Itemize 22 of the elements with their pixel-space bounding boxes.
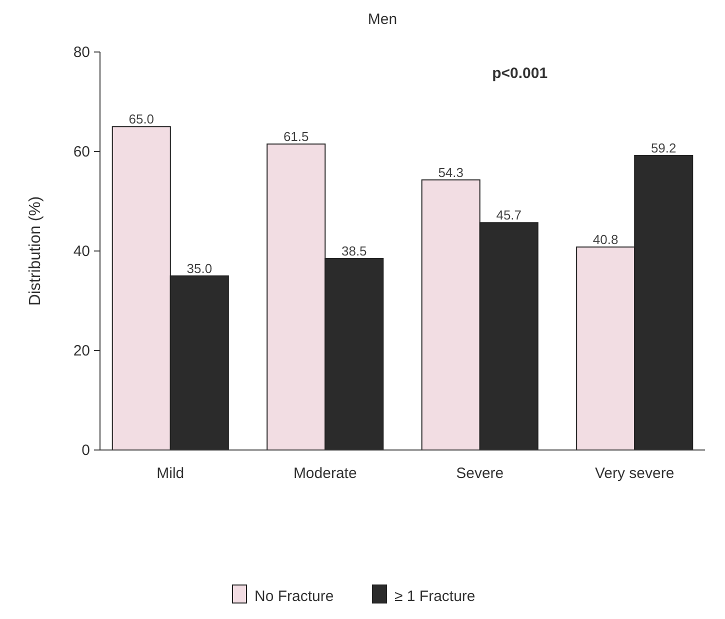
data-label: 61.5 [283,129,309,144]
x-tick-label: Mild [156,465,184,482]
y-tick-label: 40 [73,243,90,260]
y-axis-title: Distribution (%) [27,196,44,306]
x-tick-label: Severe [456,465,504,482]
legend-label: ≥ 1 Fracture [394,588,476,605]
data-label: 65.0 [128,112,154,127]
y-tick-label: 0 [82,442,90,459]
y-tick-label: 80 [73,44,90,61]
data-label: 45.7 [496,208,522,223]
annotation: p<0.001 [492,65,548,82]
data-label: 54.3 [438,164,464,180]
data-label: 40.8 [592,232,618,248]
y-tick-label: 20 [73,342,90,360]
legend-label: No Fracture [254,588,334,605]
data-label: 38.5 [341,243,367,258]
x-tick-label: Moderate [293,465,357,482]
y-tick-label: 60 [73,144,90,160]
chart-title: Men [368,11,398,28]
data-label: 59.2 [650,140,676,156]
x-tick-label: Very severe [594,465,674,482]
data-label: 35.0 [186,260,212,276]
